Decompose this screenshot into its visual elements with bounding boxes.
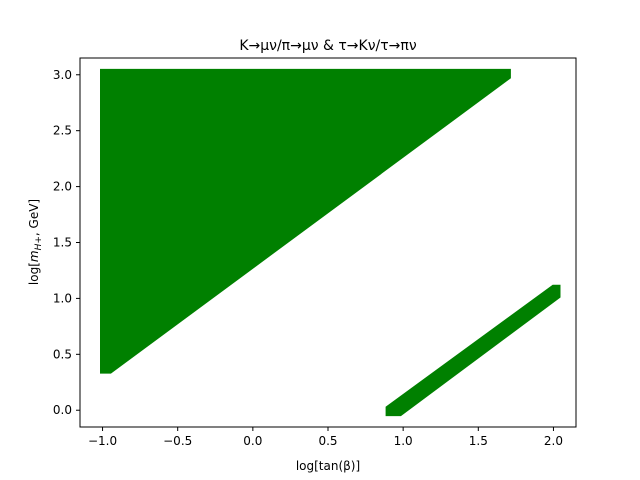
x-tick-label: −0.5 [163, 434, 192, 448]
x-axis-label: log[tan(β)] [296, 459, 360, 473]
y-tick-label: 0.5 [53, 347, 72, 361]
y-tick-label: 2.5 [53, 124, 72, 138]
x-tick-label: 1.0 [394, 434, 413, 448]
allowed-region-upper [100, 68, 511, 374]
y-axis-label-suffix: , GeV] [27, 199, 41, 236]
x-axis-ticks: −1.0 −0.5 0.0 0.5 1.0 1.5 2.0 [88, 427, 563, 448]
y-axis-label: log[mH+, GeV] [27, 199, 44, 285]
x-tick-label: 0.0 [243, 434, 262, 448]
x-tick-label: 0.5 [318, 434, 337, 448]
x-tick-label: −1.0 [88, 434, 117, 448]
y-tick-label: 2.0 [53, 180, 72, 194]
y-axis-label-symbol: m [27, 250, 41, 262]
y-tick-label: 1.5 [53, 236, 72, 250]
y-axis-label-subscript: H+ [34, 236, 44, 250]
y-axis-label-prefix: log[ [27, 262, 41, 285]
chart-title: K→μν/π→μν & τ→Kν/τ→πν [239, 38, 417, 54]
data-regions [100, 68, 561, 417]
x-tick-label: 2.0 [544, 434, 563, 448]
y-tick-label: 3.0 [53, 68, 72, 82]
y-axis-ticks: 0.0 0.5 1.0 1.5 2.0 2.5 3.0 [53, 68, 80, 417]
y-tick-label: 1.0 [53, 291, 72, 305]
allowed-region-lower [385, 284, 561, 417]
x-tick-label: 1.5 [469, 434, 488, 448]
y-tick-label: 0.0 [53, 403, 72, 417]
